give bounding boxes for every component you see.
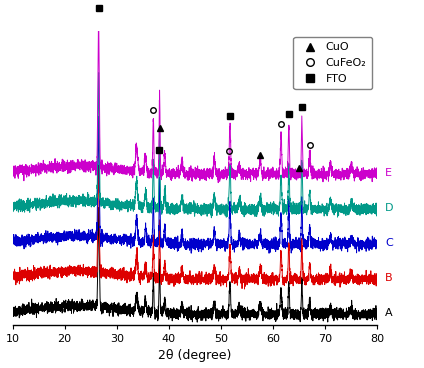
Text: E: E <box>385 168 392 178</box>
X-axis label: 2θ (degree): 2θ (degree) <box>158 350 232 362</box>
Text: D: D <box>385 203 394 213</box>
Legend: CuO, CuFeO₂, FTO: CuO, CuFeO₂, FTO <box>293 37 372 89</box>
Text: A: A <box>385 308 393 318</box>
Text: B: B <box>385 273 393 283</box>
Text: C: C <box>385 238 393 248</box>
